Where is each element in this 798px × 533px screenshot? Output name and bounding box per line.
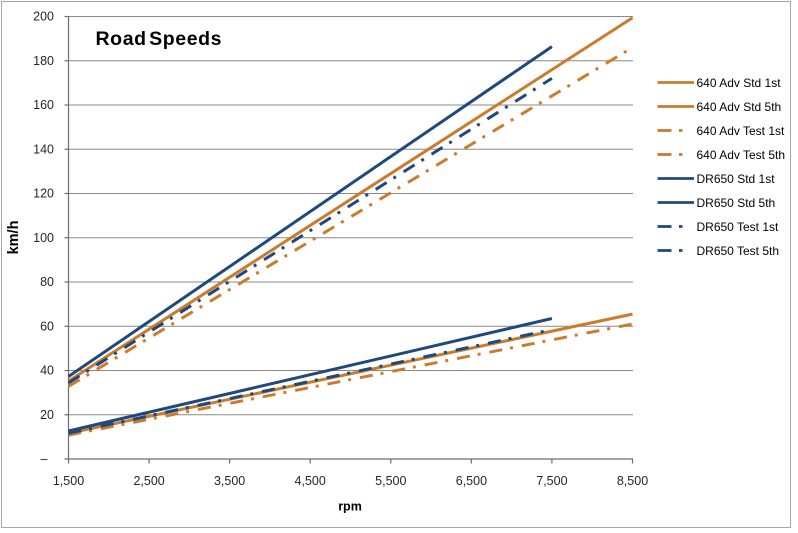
svg-text:DR650 Std 1st: DR650 Std 1st <box>697 172 776 186</box>
svg-text:140: 140 <box>33 142 54 156</box>
svg-text:6,500: 6,500 <box>456 474 487 488</box>
svg-text:60: 60 <box>40 319 54 333</box>
svg-text:DR650 Std 5th: DR650 Std 5th <box>697 196 776 210</box>
svg-text:100: 100 <box>33 231 54 245</box>
svg-text:3,500: 3,500 <box>214 474 245 488</box>
svg-text:–: – <box>41 452 48 466</box>
svg-text:180: 180 <box>33 54 54 68</box>
svg-text:5,500: 5,500 <box>375 474 406 488</box>
svg-text:Road Speeds: Road Speeds <box>96 28 223 50</box>
svg-text:2,500: 2,500 <box>133 474 164 488</box>
svg-text:160: 160 <box>33 98 54 112</box>
svg-text:80: 80 <box>40 275 54 289</box>
svg-text:640 Adv Std 1st: 640 Adv Std 1st <box>697 76 782 90</box>
svg-text:40: 40 <box>40 364 54 378</box>
svg-text:4,500: 4,500 <box>295 474 326 488</box>
svg-text:640 Adv Std 5th: 640 Adv Std 5th <box>697 100 782 114</box>
svg-text:120: 120 <box>33 187 54 201</box>
svg-text:8,500: 8,500 <box>617 474 648 488</box>
svg-text:640 Adv Test 5th: 640 Adv Test 5th <box>697 148 786 162</box>
svg-text:DR650 Test 5th: DR650 Test 5th <box>697 244 780 258</box>
svg-text:640 Adv Test 1st: 640 Adv Test 1st <box>697 124 786 138</box>
svg-text:rpm: rpm <box>338 500 362 514</box>
svg-text:DR650 Test 1st: DR650 Test 1st <box>697 220 779 234</box>
svg-text:7,500: 7,500 <box>536 474 567 488</box>
svg-text:km/h: km/h <box>6 221 22 255</box>
svg-text:20: 20 <box>40 408 54 422</box>
svg-text:200: 200 <box>33 10 54 24</box>
svg-text:1,500: 1,500 <box>53 474 84 488</box>
